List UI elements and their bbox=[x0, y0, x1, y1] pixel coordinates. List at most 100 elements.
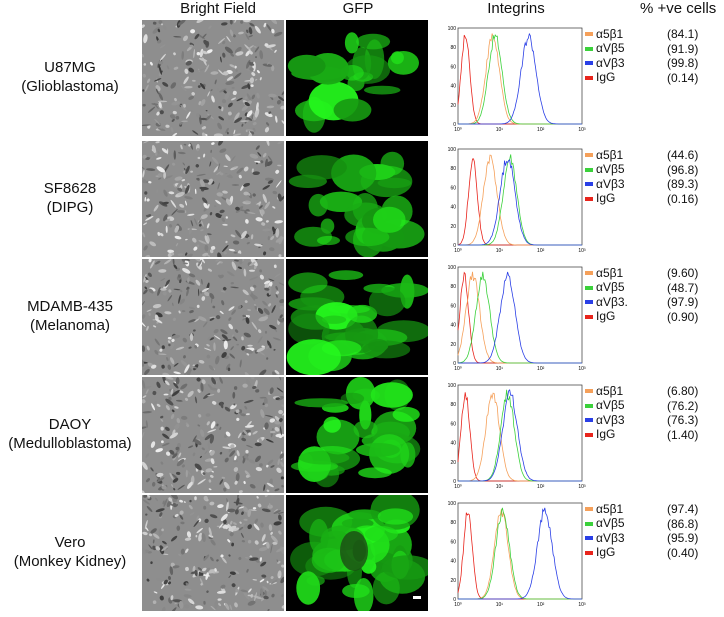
percent-value: (0.40) bbox=[667, 545, 699, 560]
histogram-curve-IgG bbox=[457, 392, 582, 482]
bright-field-image bbox=[142, 259, 284, 375]
legend-label: α5β1 bbox=[596, 265, 624, 280]
percent-positive-list: (84.1) (91.9) (99.8) (0.14) bbox=[667, 27, 698, 85]
legend-swatch bbox=[585, 300, 593, 305]
integrin-histogram: 0 20 40 60 80 100 10⁰ 10¹ 10² 10³ bbox=[446, 143, 586, 254]
y-tick-label: 40 bbox=[450, 323, 456, 329]
x-tick-label: 10² bbox=[537, 602, 545, 607]
cell-line-name: U87MG bbox=[44, 59, 96, 76]
x-tick-label: 10² bbox=[537, 248, 545, 253]
legend-label: αVβ5 bbox=[596, 280, 625, 295]
percent-value: (89.3) bbox=[667, 177, 699, 191]
x-tick-label: 10³ bbox=[578, 602, 586, 607]
y-tick-label: 100 bbox=[448, 147, 457, 153]
histogram-curve-aVb3 bbox=[458, 507, 582, 600]
legend-item: αVβ5 bbox=[585, 280, 628, 296]
bright-field-image bbox=[142, 495, 284, 611]
x-tick-label: 10¹ bbox=[496, 366, 504, 371]
legend-item: α5β1 bbox=[585, 148, 625, 163]
header-gfp: GFP bbox=[342, 0, 374, 17]
legend-item: αVβ5 bbox=[585, 41, 625, 57]
legend-item: αVβ3 bbox=[585, 531, 625, 546]
y-tick-label: 80 bbox=[450, 166, 456, 172]
legend-label: αVβ3 bbox=[596, 176, 625, 191]
y-tick-label: 20 bbox=[450, 342, 456, 348]
y-tick-label: 60 bbox=[450, 185, 456, 191]
percent-value: (44.6) bbox=[667, 148, 699, 162]
legend-label: IgG bbox=[596, 309, 616, 324]
y-tick-label: 100 bbox=[448, 26, 457, 32]
bright-field-image bbox=[142, 141, 284, 257]
y-tick-label: 20 bbox=[450, 103, 456, 109]
legend-swatch bbox=[585, 403, 593, 408]
legend-label: α5β1 bbox=[596, 501, 624, 516]
histogram-legend: α5β1 αVβ5 αVβ3 IgG bbox=[585, 502, 625, 560]
percent-value: (1.40) bbox=[667, 427, 699, 442]
row-label: Vero (Monkey Kidney) bbox=[0, 533, 140, 571]
gfp-image bbox=[286, 495, 428, 611]
cell-line-type: (Glioblastoma) bbox=[21, 78, 119, 95]
cell-line-name: SF8628 bbox=[43, 180, 97, 197]
legend-label: αVβ5 bbox=[596, 398, 625, 413]
x-tick-label: 10⁰ bbox=[454, 127, 462, 132]
legend-item: IgG bbox=[585, 191, 625, 207]
histogram-curve-aVb3 bbox=[458, 389, 582, 482]
x-tick-label: 10⁰ bbox=[454, 484, 462, 489]
x-tick-label: 10² bbox=[537, 484, 545, 489]
x-tick-label: 10¹ bbox=[496, 127, 504, 132]
percent-value: (96.8) bbox=[667, 162, 699, 177]
y-tick-label: 60 bbox=[450, 303, 456, 309]
legend-label: IgG bbox=[596, 191, 616, 206]
legend-label: IgG bbox=[596, 427, 616, 442]
x-tick-label: 10³ bbox=[578, 127, 586, 132]
percent-positive-list: (9.60) (48.7) (97.9) (0.90) bbox=[667, 266, 698, 324]
legend-swatch bbox=[585, 153, 593, 158]
x-tick-label: 10² bbox=[537, 127, 545, 132]
legend-swatch bbox=[585, 285, 593, 290]
percent-value: (0.14) bbox=[667, 70, 699, 85]
cell-line-type: (Monkey Kidney) bbox=[13, 553, 127, 570]
legend-item: αVβ3. bbox=[585, 295, 628, 310]
legend-item: αVβ5 bbox=[585, 162, 625, 178]
histogram-curve-aVb5 bbox=[458, 154, 582, 246]
y-tick-label: 0 bbox=[453, 122, 456, 128]
legend-item: αVβ3 bbox=[585, 177, 625, 192]
y-tick-label: 40 bbox=[450, 84, 456, 90]
legend-item: IgG bbox=[585, 309, 628, 325]
x-tick-label: 10³ bbox=[578, 366, 586, 371]
y-tick-label: 60 bbox=[450, 539, 456, 545]
percent-value: (76.3) bbox=[667, 413, 699, 427]
legend-label: α5β1 bbox=[596, 147, 624, 162]
histogram-legend: α5β1 αVβ5 αVβ3 IgG bbox=[585, 384, 625, 442]
legend-item: α5β1 bbox=[585, 502, 625, 517]
y-tick-label: 100 bbox=[448, 265, 457, 271]
cell-line-type: (DIPG) bbox=[46, 199, 94, 216]
percent-value: (91.9) bbox=[667, 41, 699, 56]
y-tick-label: 40 bbox=[450, 559, 456, 565]
percent-value: (48.7) bbox=[667, 280, 699, 295]
y-tick-label: 0 bbox=[453, 361, 456, 367]
legend-label: αVβ3 bbox=[596, 55, 625, 70]
x-tick-label: 10¹ bbox=[496, 484, 504, 489]
y-tick-label: 60 bbox=[450, 421, 456, 427]
legend-label: αVβ5 bbox=[596, 162, 625, 177]
y-tick-label: 80 bbox=[450, 45, 456, 51]
legend-swatch bbox=[585, 536, 593, 541]
legend-swatch bbox=[585, 507, 593, 512]
legend-label: αVβ5 bbox=[596, 41, 625, 56]
y-tick-label: 80 bbox=[450, 402, 456, 408]
legend-label: α5β1 bbox=[596, 383, 624, 398]
percent-value: (0.16) bbox=[667, 191, 699, 206]
row-label: U87MG (Glioblastoma) bbox=[0, 58, 140, 96]
legend-item: IgG bbox=[585, 427, 625, 443]
legend-label: IgG bbox=[596, 545, 616, 560]
legend-swatch bbox=[585, 550, 593, 555]
y-tick-label: 80 bbox=[450, 520, 456, 526]
x-tick-label: 10³ bbox=[578, 248, 586, 253]
histogram-curve-IgG bbox=[457, 512, 582, 600]
y-tick-label: 0 bbox=[453, 479, 456, 485]
integrin-histogram: 0 20 40 60 80 100 10⁰ 10¹ 10² 10³ bbox=[446, 497, 586, 608]
row-label: DAOY (Medulloblastoma) bbox=[0, 415, 140, 453]
cell-line-name: Vero bbox=[54, 534, 86, 551]
percent-positive-list: (6.80) (76.2) (76.3) (1.40) bbox=[667, 384, 698, 442]
